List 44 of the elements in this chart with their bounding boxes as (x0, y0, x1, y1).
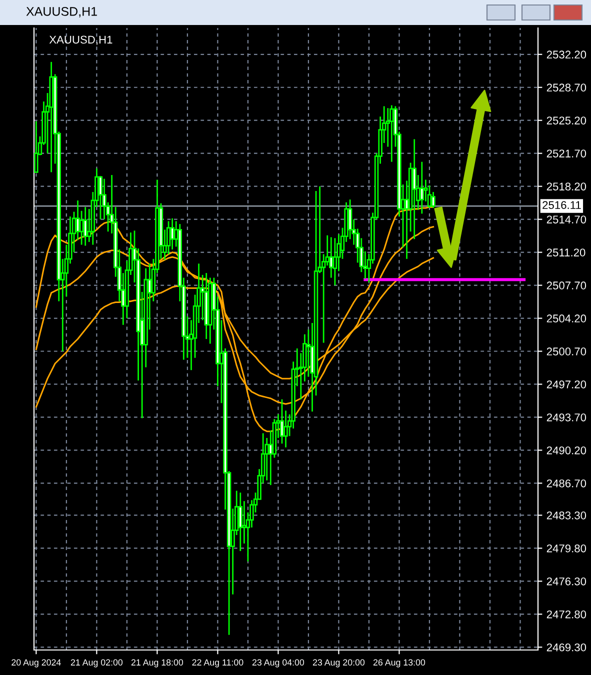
annotation: XAUUSD,H1 (49, 36, 112, 45)
candlestick (431, 191, 436, 209)
y-tick-label: 2511.20 (546, 248, 586, 256)
y-tick-label: 2500.70 (546, 348, 586, 356)
candlestick (420, 161, 424, 214)
candlestick (170, 218, 174, 250)
candlestick (83, 206, 88, 246)
candlestick (390, 104, 394, 163)
candlestick (98, 175, 103, 220)
y-tick-label: 2469.30 (546, 643, 586, 652)
x-tick-label: 26 Aug 13:00 (373, 659, 426, 668)
y-tick-label: 2493.70 (546, 413, 586, 422)
candlestick (412, 138, 416, 240)
y-tick-label: 2472.80 (546, 610, 586, 618)
candlestick (238, 492, 242, 552)
x-tick-label: 22 Aug 11:00 (192, 659, 244, 668)
candlestick (242, 500, 246, 544)
candlestick (284, 410, 288, 448)
y-tick-label: 2476.30 (546, 577, 586, 586)
x-tick-label: 23 Aug 04:00 (252, 659, 304, 668)
ref-line-label: 2516.11 (542, 201, 581, 210)
y-tick-label: 2528.70 (546, 84, 586, 92)
y-tick-label: 2525.20 (546, 116, 586, 124)
x-tick-label: 23 Aug 20:00 (312, 659, 365, 668)
candlestick (264, 437, 269, 482)
y-tick-label: 2497.20 (546, 380, 586, 388)
candlestick (332, 237, 338, 286)
y-tick-label: 2490.20 (546, 446, 586, 454)
x-tick-label: 21 Aug 02:00 (70, 659, 123, 668)
x-tick-label: 20 Aug 2024 (12, 659, 61, 668)
y-tick-label: 2518.20 (546, 182, 586, 190)
x-tick-label: 21 Aug 18:00 (131, 659, 184, 668)
y-tick-label: 2486.70 (546, 479, 586, 488)
y-tick-label: 2479.80 (546, 544, 586, 552)
chart-title: XAUUSD,H1 (26, 7, 97, 18)
y-tick-label: 2504.20 (546, 314, 586, 322)
y-tick-label: 2532.20 (546, 50, 586, 59)
candlestick (34, 120, 38, 173)
y-tick-label: 2507.70 (546, 282, 586, 290)
candlestick (76, 200, 80, 241)
y-tick-label: 2514.70 (546, 216, 586, 224)
candlestick (329, 236, 334, 278)
y-tick-label: 2483.30 (546, 512, 586, 520)
y-tick-label: 2521.70 (546, 150, 586, 158)
